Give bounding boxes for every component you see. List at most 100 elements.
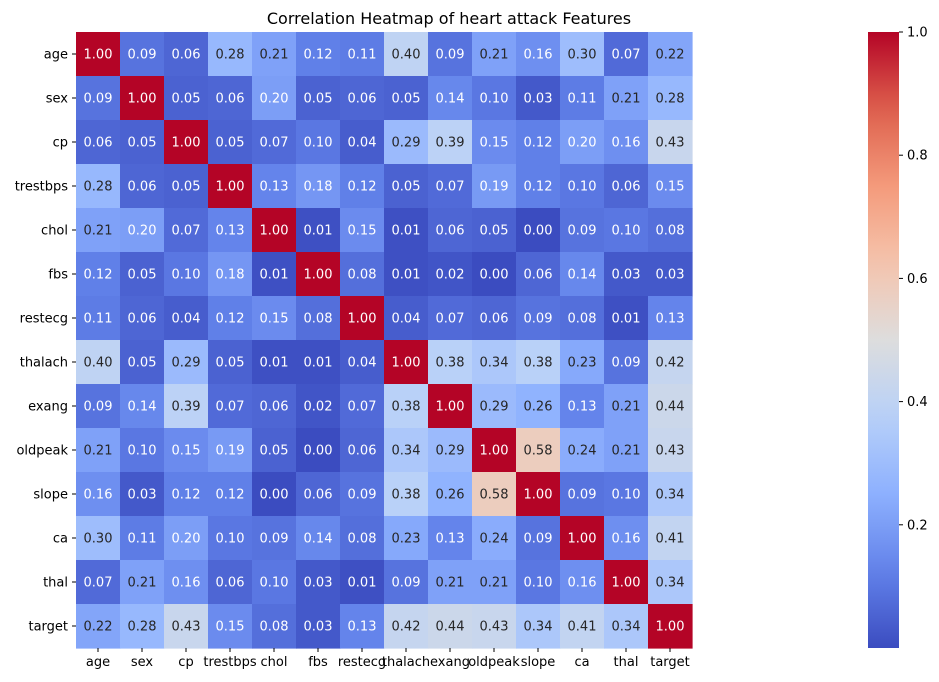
heatmap-cell-restecg-slope: [516, 296, 561, 341]
cell-value-label: 0.16: [84, 488, 113, 503]
heatmap-cell-fbs-oldpeak: [472, 252, 517, 297]
cell-value-label: 0.07: [348, 400, 377, 415]
heatmap-cell-thalach-slope: [516, 340, 561, 385]
cell-value-label: 0.09: [84, 400, 113, 415]
cell-value-label: 0.08: [568, 312, 597, 327]
cell-value-label: 0.08: [304, 312, 333, 327]
heatmap-cell-cp-thalach: [384, 120, 429, 165]
cell-value-label: 0.20: [172, 532, 201, 547]
heatmap-cell-trestbps-thal: [604, 164, 649, 209]
cell-value-label: 0.09: [128, 48, 157, 63]
cell-value-label: 0.05: [216, 356, 245, 371]
y-tick-label: sex: [46, 92, 69, 107]
heatmap-cell-restecg-cp: [164, 296, 209, 341]
cell-value-label: 0.15: [260, 312, 289, 327]
cell-value-label: 0.05: [172, 92, 201, 107]
heatmap-cell-thal-fbs: [296, 560, 341, 605]
heatmap-cell-chol-oldpeak: [472, 208, 517, 253]
heatmap-cell-exang-oldpeak: [472, 384, 517, 429]
cell-value-label: 0.12: [172, 488, 201, 503]
cell-value-label: 0.08: [260, 620, 289, 635]
heatmap-cell-target-restecg: [340, 604, 385, 649]
heatmap-cell-trestbps-cp: [164, 164, 209, 209]
heatmap-cell-exang-slope: [516, 384, 561, 429]
heatmap-cell-restecg-thalach: [384, 296, 429, 341]
cell-value-label: 0.34: [656, 488, 685, 503]
heatmap-cell-fbs-trestbps: [208, 252, 253, 297]
cell-value-label: 0.03: [612, 268, 641, 283]
cell-value-label: 0.42: [392, 620, 421, 635]
cell-value-label: 0.34: [524, 620, 553, 635]
heatmap-cell-fbs-chol: [252, 252, 297, 297]
cell-value-label: 0.15: [656, 180, 685, 195]
cell-value-label: 0.41: [656, 532, 685, 547]
cell-value-label: 0.15: [480, 136, 509, 151]
heatmap-cell-age-thalach: [384, 32, 429, 77]
cell-value-label: 0.26: [524, 400, 553, 415]
heatmap-cell-exang-exang: [428, 384, 473, 429]
heatmap-cell-thalach-thal: [604, 340, 649, 385]
x-tick-label: fbs: [308, 655, 328, 670]
heatmap-cell-oldpeak-age: [76, 428, 121, 473]
colorbar-gradient: [868, 32, 899, 648]
heatmap-cell-chol-sex: [120, 208, 165, 253]
cell-value-label: 0.00: [260, 488, 289, 503]
heatmap-cell-thal-thal: [604, 560, 649, 605]
cell-value-label: 0.00: [524, 224, 553, 239]
heatmap-cell-thalach-exang: [428, 340, 473, 385]
heatmap-cell-age-exang: [428, 32, 473, 77]
heatmap-cell-chol-restecg: [340, 208, 385, 253]
cell-value-label: 0.21: [612, 444, 641, 459]
cell-value-label: 0.04: [348, 356, 377, 371]
heatmap-cell-cp-age: [76, 120, 121, 165]
heatmap-cell-ca-exang: [428, 516, 473, 561]
cell-value-label: 0.09: [524, 532, 553, 547]
cell-value-label: 0.08: [348, 532, 377, 547]
heatmap-cell-sex-trestbps: [208, 76, 253, 121]
cell-value-label: 0.28: [656, 92, 685, 107]
cell-value-label: 0.10: [524, 576, 553, 591]
heatmap-cell-thalach-trestbps: [208, 340, 253, 385]
cell-value-label: 1.00: [348, 312, 377, 327]
cell-value-label: 0.06: [216, 92, 245, 107]
heatmap-cell-oldpeak-thalach: [384, 428, 429, 473]
x-tick-label: oldpeak: [468, 655, 520, 670]
heatmap-cell-thal-target: [648, 560, 693, 605]
heatmap-cell-fbs-cp: [164, 252, 209, 297]
heatmap-cell-thal-sex: [120, 560, 165, 605]
heatmap-cell-slope-sex: [120, 472, 165, 517]
cell-value-label: 0.05: [392, 180, 421, 195]
heatmap-cell-chol-chol: [252, 208, 297, 253]
cell-value-label: 0.16: [568, 576, 597, 591]
cell-value-label: 0.29: [392, 136, 421, 151]
cell-value-label: 0.19: [480, 180, 509, 195]
heatmap-cell-ca-restecg: [340, 516, 385, 561]
cell-value-label: 0.10: [568, 180, 597, 195]
cell-value-label: 0.09: [568, 224, 597, 239]
cell-value-label: 0.05: [216, 136, 245, 151]
cell-value-label: 0.01: [392, 268, 421, 283]
heatmap-cell-slope-exang: [428, 472, 473, 517]
cell-value-label: 0.21: [480, 48, 509, 63]
cell-value-label: 0.34: [612, 620, 641, 635]
cell-value-label: 0.09: [84, 92, 113, 107]
cell-value-label: 0.09: [612, 356, 641, 371]
heatmap-cell-fbs-thalach: [384, 252, 429, 297]
cell-value-label: 0.09: [348, 488, 377, 503]
cell-value-label: 0.01: [304, 224, 333, 239]
cell-value-label: 0.05: [172, 180, 201, 195]
cell-value-label: 0.21: [128, 576, 157, 591]
heatmap-cell-restecg-trestbps: [208, 296, 253, 341]
heatmap-cell-exang-thal: [604, 384, 649, 429]
heatmap-cell-sex-age: [76, 76, 121, 121]
heatmap-cell-target-target: [648, 604, 693, 649]
y-tick-label: restecg: [20, 312, 68, 327]
cell-value-label: 1.00: [524, 488, 553, 503]
cell-value-label: 0.42: [656, 356, 685, 371]
heatmap-cell-ca-thalach: [384, 516, 429, 561]
heatmap-cell-restecg-thal: [604, 296, 649, 341]
heatmap-cell-age-cp: [164, 32, 209, 77]
y-tick-label: slope: [33, 488, 68, 503]
heatmap-cell-cp-cp: [164, 120, 209, 165]
